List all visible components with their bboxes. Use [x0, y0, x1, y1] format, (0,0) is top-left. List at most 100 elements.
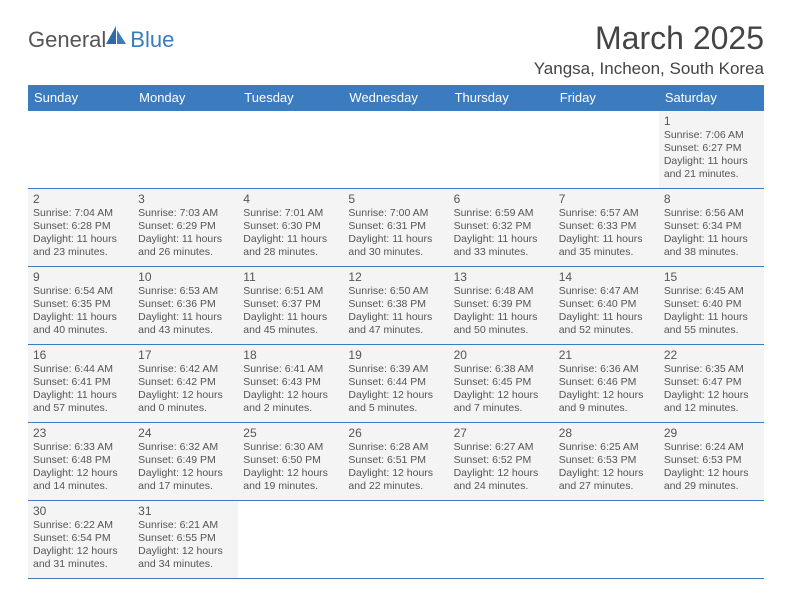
logo: General Blue — [28, 26, 174, 54]
day-number: 20 — [454, 348, 549, 362]
calendar-empty — [554, 501, 659, 579]
calendar-day: 12Sunrise: 6:50 AMSunset: 6:38 PMDayligh… — [343, 267, 448, 345]
day-info: Sunrise: 7:03 AMSunset: 6:29 PMDaylight:… — [138, 207, 233, 260]
day-info: Sunrise: 7:00 AMSunset: 6:31 PMDaylight:… — [348, 207, 443, 260]
day-info: Sunrise: 6:54 AMSunset: 6:35 PMDaylight:… — [33, 285, 128, 338]
day-info: Sunrise: 6:50 AMSunset: 6:38 PMDaylight:… — [348, 285, 443, 338]
calendar-day: 26Sunrise: 6:28 AMSunset: 6:51 PMDayligh… — [343, 423, 448, 501]
day-number: 25 — [243, 426, 338, 440]
day-number: 6 — [454, 192, 549, 206]
day-info: Sunrise: 6:22 AMSunset: 6:54 PMDaylight:… — [33, 519, 128, 572]
day-number: 12 — [348, 270, 443, 284]
calendar-day: 22Sunrise: 6:35 AMSunset: 6:47 PMDayligh… — [659, 345, 764, 423]
calendar-empty — [28, 111, 133, 189]
calendar-day: 16Sunrise: 6:44 AMSunset: 6:41 PMDayligh… — [28, 345, 133, 423]
logo-text-blue: Blue — [130, 27, 174, 53]
page-title: March 2025 — [534, 20, 764, 57]
calendar-row: 30Sunrise: 6:22 AMSunset: 6:54 PMDayligh… — [28, 501, 764, 579]
day-info: Sunrise: 6:36 AMSunset: 6:46 PMDaylight:… — [559, 363, 654, 416]
day-info: Sunrise: 6:27 AMSunset: 6:52 PMDaylight:… — [454, 441, 549, 494]
calendar-row: 2Sunrise: 7:04 AMSunset: 6:28 PMDaylight… — [28, 189, 764, 267]
day-number: 22 — [664, 348, 759, 362]
calendar-day: 28Sunrise: 6:25 AMSunset: 6:53 PMDayligh… — [554, 423, 659, 501]
day-number: 29 — [664, 426, 759, 440]
calendar-day: 4Sunrise: 7:01 AMSunset: 6:30 PMDaylight… — [238, 189, 343, 267]
calendar-day: 21Sunrise: 6:36 AMSunset: 6:46 PMDayligh… — [554, 345, 659, 423]
day-info: Sunrise: 6:42 AMSunset: 6:42 PMDaylight:… — [138, 363, 233, 416]
day-number: 9 — [33, 270, 128, 284]
calendar-day: 29Sunrise: 6:24 AMSunset: 6:53 PMDayligh… — [659, 423, 764, 501]
day-number: 26 — [348, 426, 443, 440]
calendar-day: 3Sunrise: 7:03 AMSunset: 6:29 PMDaylight… — [133, 189, 238, 267]
calendar-day: 30Sunrise: 6:22 AMSunset: 6:54 PMDayligh… — [28, 501, 133, 579]
calendar-table: SundayMondayTuesdayWednesdayThursdayFrid… — [28, 85, 764, 579]
day-info: Sunrise: 6:56 AMSunset: 6:34 PMDaylight:… — [664, 207, 759, 260]
day-info: Sunrise: 6:47 AMSunset: 6:40 PMDaylight:… — [559, 285, 654, 338]
day-info: Sunrise: 6:33 AMSunset: 6:48 PMDaylight:… — [33, 441, 128, 494]
calendar-empty — [554, 111, 659, 189]
day-number: 16 — [33, 348, 128, 362]
calendar-empty — [343, 501, 448, 579]
calendar-day: 24Sunrise: 6:32 AMSunset: 6:49 PMDayligh… — [133, 423, 238, 501]
calendar-day: 7Sunrise: 6:57 AMSunset: 6:33 PMDaylight… — [554, 189, 659, 267]
calendar-day: 13Sunrise: 6:48 AMSunset: 6:39 PMDayligh… — [449, 267, 554, 345]
day-info: Sunrise: 6:39 AMSunset: 6:44 PMDaylight:… — [348, 363, 443, 416]
day-info: Sunrise: 6:21 AMSunset: 6:55 PMDaylight:… — [138, 519, 233, 572]
calendar-day: 20Sunrise: 6:38 AMSunset: 6:45 PMDayligh… — [449, 345, 554, 423]
calendar-row: 9Sunrise: 6:54 AMSunset: 6:35 PMDaylight… — [28, 267, 764, 345]
calendar-day: 27Sunrise: 6:27 AMSunset: 6:52 PMDayligh… — [449, 423, 554, 501]
day-info: Sunrise: 6:25 AMSunset: 6:53 PMDaylight:… — [559, 441, 654, 494]
day-number: 30 — [33, 504, 128, 518]
calendar-empty — [343, 111, 448, 189]
day-number: 3 — [138, 192, 233, 206]
weekday-header: Wednesday — [343, 85, 448, 111]
day-number: 1 — [664, 114, 759, 128]
day-info: Sunrise: 6:28 AMSunset: 6:51 PMDaylight:… — [348, 441, 443, 494]
day-info: Sunrise: 6:38 AMSunset: 6:45 PMDaylight:… — [454, 363, 549, 416]
calendar-day: 17Sunrise: 6:42 AMSunset: 6:42 PMDayligh… — [133, 345, 238, 423]
day-info: Sunrise: 6:30 AMSunset: 6:50 PMDaylight:… — [243, 441, 338, 494]
calendar-day: 23Sunrise: 6:33 AMSunset: 6:48 PMDayligh… — [28, 423, 133, 501]
weekday-header: Tuesday — [238, 85, 343, 111]
day-info: Sunrise: 6:59 AMSunset: 6:32 PMDaylight:… — [454, 207, 549, 260]
calendar-day: 10Sunrise: 6:53 AMSunset: 6:36 PMDayligh… — [133, 267, 238, 345]
day-info: Sunrise: 6:45 AMSunset: 6:40 PMDaylight:… — [664, 285, 759, 338]
calendar-empty — [449, 501, 554, 579]
calendar-day: 5Sunrise: 7:00 AMSunset: 6:31 PMDaylight… — [343, 189, 448, 267]
sail-icon — [106, 26, 128, 44]
header: General Blue March 2025 Yangsa, Incheon,… — [28, 20, 764, 79]
day-number: 10 — [138, 270, 233, 284]
calendar-day: 31Sunrise: 6:21 AMSunset: 6:55 PMDayligh… — [133, 501, 238, 579]
day-info: Sunrise: 6:48 AMSunset: 6:39 PMDaylight:… — [454, 285, 549, 338]
day-number: 14 — [559, 270, 654, 284]
calendar-day: 18Sunrise: 6:41 AMSunset: 6:43 PMDayligh… — [238, 345, 343, 423]
calendar-day: 19Sunrise: 6:39 AMSunset: 6:44 PMDayligh… — [343, 345, 448, 423]
calendar-empty — [238, 501, 343, 579]
calendar-empty — [449, 111, 554, 189]
day-info: Sunrise: 6:53 AMSunset: 6:36 PMDaylight:… — [138, 285, 233, 338]
weekday-header: Monday — [133, 85, 238, 111]
day-info: Sunrise: 6:57 AMSunset: 6:33 PMDaylight:… — [559, 207, 654, 260]
title-block: March 2025 Yangsa, Incheon, South Korea — [534, 20, 764, 79]
day-number: 13 — [454, 270, 549, 284]
day-number: 24 — [138, 426, 233, 440]
day-number: 28 — [559, 426, 654, 440]
calendar-empty — [133, 111, 238, 189]
calendar-day: 15Sunrise: 6:45 AMSunset: 6:40 PMDayligh… — [659, 267, 764, 345]
weekday-header: Thursday — [449, 85, 554, 111]
day-number: 21 — [559, 348, 654, 362]
calendar-day: 2Sunrise: 7:04 AMSunset: 6:28 PMDaylight… — [28, 189, 133, 267]
calendar-row: 23Sunrise: 6:33 AMSunset: 6:48 PMDayligh… — [28, 423, 764, 501]
calendar-day: 25Sunrise: 6:30 AMSunset: 6:50 PMDayligh… — [238, 423, 343, 501]
calendar-day: 1Sunrise: 7:06 AMSunset: 6:27 PMDaylight… — [659, 111, 764, 189]
day-info: Sunrise: 6:32 AMSunset: 6:49 PMDaylight:… — [138, 441, 233, 494]
day-number: 8 — [664, 192, 759, 206]
weekday-row: SundayMondayTuesdayWednesdayThursdayFrid… — [28, 85, 764, 111]
day-number: 18 — [243, 348, 338, 362]
weekday-header: Sunday — [28, 85, 133, 111]
location: Yangsa, Incheon, South Korea — [534, 59, 764, 79]
day-number: 2 — [33, 192, 128, 206]
day-number: 7 — [559, 192, 654, 206]
calendar-empty — [659, 501, 764, 579]
day-info: Sunrise: 6:41 AMSunset: 6:43 PMDaylight:… — [243, 363, 338, 416]
